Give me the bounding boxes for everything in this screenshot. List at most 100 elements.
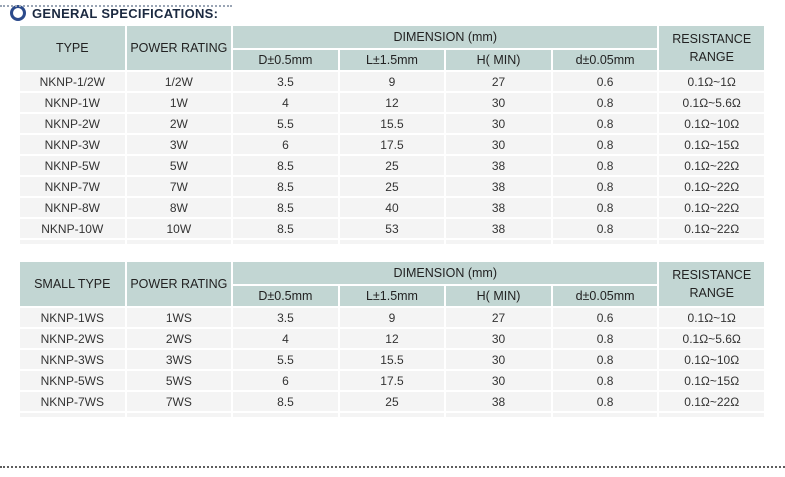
table-cell: 0.1Ω~15Ω [659, 371, 764, 390]
table-cell: NKNP-1WS [20, 308, 125, 327]
table-cell: 0.6 [552, 308, 658, 327]
table-cell: NKNP-2W [20, 114, 125, 133]
table-bottom-strip [20, 240, 764, 244]
table-cell: 0.1Ω~22Ω [659, 219, 764, 238]
col-header-type: TYPE [20, 26, 125, 70]
table-cell: 30 [446, 350, 551, 369]
table-cell: 8W [126, 198, 232, 217]
table-cell: 0.8 [552, 177, 658, 196]
table-cell: 3.5 [233, 72, 338, 91]
table-cell: 38 [446, 177, 551, 196]
sub-header-d: D±0.5mm [233, 286, 338, 306]
table-cell: 8.5 [233, 198, 338, 217]
table-cell: NKNP-7W [20, 177, 125, 196]
table-row: NKNP-3WS 3WS 5.5 15.5 30 0.8 0.1Ω~10Ω [20, 350, 764, 369]
table-cell: 0.8 [552, 219, 658, 238]
table-strip-cell [552, 413, 658, 417]
table-row: NKNP-7W 7W 8.5 25 38 0.8 0.1Ω~22Ω [20, 177, 764, 196]
table-row: NKNP-5W 5W 8.5 25 38 0.8 0.1Ω~22Ω [20, 156, 764, 175]
page: { "page": { "title": "GENERAL SPECIFICAT… [0, 5, 785, 477]
table-cell: 0.1Ω~10Ω [659, 350, 764, 369]
col-header-dimension: DIMENSION (mm) [233, 26, 658, 49]
table-strip-cell [126, 240, 232, 244]
table-cell: 0.8 [552, 371, 658, 390]
table-strip-cell [446, 413, 551, 417]
table-cell: 0.6 [552, 72, 658, 91]
table-cell: 38 [446, 198, 551, 217]
table-cell: 15.5 [339, 350, 445, 369]
table-cell: 30 [446, 371, 551, 390]
table-cell: 25 [339, 392, 445, 411]
sub-header-l: L±1.5mm [339, 50, 445, 70]
table-cell: 27 [446, 308, 551, 327]
table-row: NKNP-7WS 7WS 8.5 25 38 0.8 0.1Ω~22Ω [20, 392, 764, 411]
table-cell: 0.1Ω~5.6Ω [659, 329, 764, 348]
table-row: NKNP-2W 2W 5.5 15.5 30 0.8 0.1Ω~10Ω [20, 114, 764, 133]
table-cell: 3.5 [233, 308, 338, 327]
table-cell: 38 [446, 219, 551, 238]
table-cell: 3WS [126, 350, 232, 369]
table-cell: 7W [126, 177, 232, 196]
table-row: NKNP-2WS 2WS 4 12 30 0.8 0.1Ω~5.6Ω [20, 329, 764, 348]
table-cell: 6 [233, 135, 338, 154]
sub-header-d: D±0.5mm [233, 50, 338, 70]
table-cell: 0.1Ω~22Ω [659, 177, 764, 196]
col-header-power-rating: POWER RATING [126, 262, 232, 306]
table-cell: 0.8 [552, 350, 658, 369]
table-cell: 5.5 [233, 350, 338, 369]
table-cell: 27 [446, 72, 551, 91]
table-cell: 7WS [126, 392, 232, 411]
table-cell: 2W [126, 114, 232, 133]
table-strip-cell [552, 240, 658, 244]
table-cell: NKNP-3W [20, 135, 125, 154]
table-row: NKNP-1/2W 1/2W 3.5 9 27 0.6 0.1Ω~1Ω [20, 72, 764, 91]
table-cell: 8.5 [233, 219, 338, 238]
table-row: NKNP-5WS 5WS 6 17.5 30 0.8 0.1Ω~15Ω [20, 371, 764, 390]
table-cell: NKNP-8W [20, 198, 125, 217]
table-cell: 0.1Ω~10Ω [659, 114, 764, 133]
section-title-row: GENERAL SPECIFICATIONS: [10, 5, 785, 21]
col-header-resistance-range: RESISTANCE RANGE [659, 26, 764, 70]
table-cell: NKNP-5WS [20, 371, 125, 390]
table-row: NKNP-1WS 1WS 3.5 9 27 0.6 0.1Ω~1Ω [20, 308, 764, 327]
table-cell: 8.5 [233, 177, 338, 196]
col-header-power-rating: POWER RATING [126, 26, 232, 70]
table-cell: 3W [126, 135, 232, 154]
table-cell: 0.8 [552, 329, 658, 348]
table-cell: NKNP-5W [20, 156, 125, 175]
table-strip-cell [446, 240, 551, 244]
small-type-spec-table-body: NKNP-1WS 1WS 3.5 9 27 0.6 0.1Ω~1Ω NKNP-2WS 2WS 4 1… [20, 308, 764, 417]
table-cell: 12 [339, 93, 445, 112]
general-spec-table: TYPE POWER RATING DIMENSION (mm) RESISTA… [18, 24, 766, 246]
sub-header-dd: d±0.05mm [552, 286, 658, 306]
table-strip-cell [20, 413, 125, 417]
table-cell: 38 [446, 392, 551, 411]
table-strip-cell [233, 240, 338, 244]
page-title: GENERAL SPECIFICATIONS: [32, 5, 219, 21]
table-strip-cell [339, 240, 445, 244]
table-cell: 12 [339, 329, 445, 348]
table-cell: 0.1Ω~22Ω [659, 156, 764, 175]
table-cell: 53 [339, 219, 445, 238]
col-header-small-type: SMALL TYPE [20, 262, 125, 306]
table-cell: 38 [446, 156, 551, 175]
sub-header-l: L±1.5mm [339, 286, 445, 306]
table-cell: 0.1Ω~15Ω [659, 135, 764, 154]
table-strip-cell [659, 413, 764, 417]
table-cell: NKNP-7WS [20, 392, 125, 411]
table-cell: 5.5 [233, 114, 338, 133]
small-type-spec-table: SMALL TYPE POWER RATING DIMENSION (mm) R… [18, 260, 766, 419]
table-strip-cell [659, 240, 764, 244]
bullet-ring-icon [10, 5, 26, 21]
table-cell: 8.5 [233, 392, 338, 411]
table-cell: 25 [339, 156, 445, 175]
table-cell: 30 [446, 329, 551, 348]
table-cell: 0.1Ω~22Ω [659, 198, 764, 217]
table-strip-cell [20, 240, 125, 244]
table-cell: 0.1Ω~1Ω [659, 308, 764, 327]
table-cell: 6 [233, 371, 338, 390]
col-header-dimension: DIMENSION (mm) [233, 262, 658, 285]
table-cell: 0.8 [552, 392, 658, 411]
table-row: NKNP-3W 3W 6 17.5 30 0.8 0.1Ω~15Ω [20, 135, 764, 154]
table-row: NKNP-8W 8W 8.5 40 38 0.8 0.1Ω~22Ω [20, 198, 764, 217]
